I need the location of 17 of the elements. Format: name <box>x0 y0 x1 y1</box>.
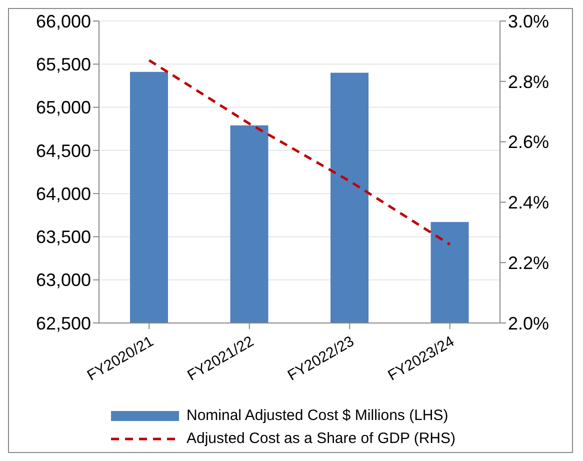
y-tick-label: 66,000 <box>36 11 91 32</box>
y2-tick-label: 3.0% <box>508 11 550 32</box>
y-tick-label: 63,000 <box>36 270 91 290</box>
y2-tick-label: 2.6% <box>508 132 550 152</box>
legend-label: Nominal Adjusted Cost $ Millions (LHS) <box>186 407 448 424</box>
y-tick-label: 63,500 <box>36 227 91 248</box>
y2-tick-label: 2.2% <box>508 252 550 273</box>
y-tick-label: 64,000 <box>36 184 91 204</box>
y2-tick-label: 2.4% <box>508 192 550 213</box>
y-tick-label: 65,000 <box>36 98 91 118</box>
y2-tick-label: 2.8% <box>508 72 550 92</box>
legend-label: Adjusted Cost as a Share of GDP (RHS) <box>186 430 456 447</box>
line-series <box>148 59 452 246</box>
y-tick-label: 62,500 <box>36 313 91 334</box>
y-tick-label: 64,500 <box>36 140 91 161</box>
y-tick-label: 65,500 <box>36 54 91 75</box>
y2-tick-label: 2.0% <box>508 313 550 334</box>
